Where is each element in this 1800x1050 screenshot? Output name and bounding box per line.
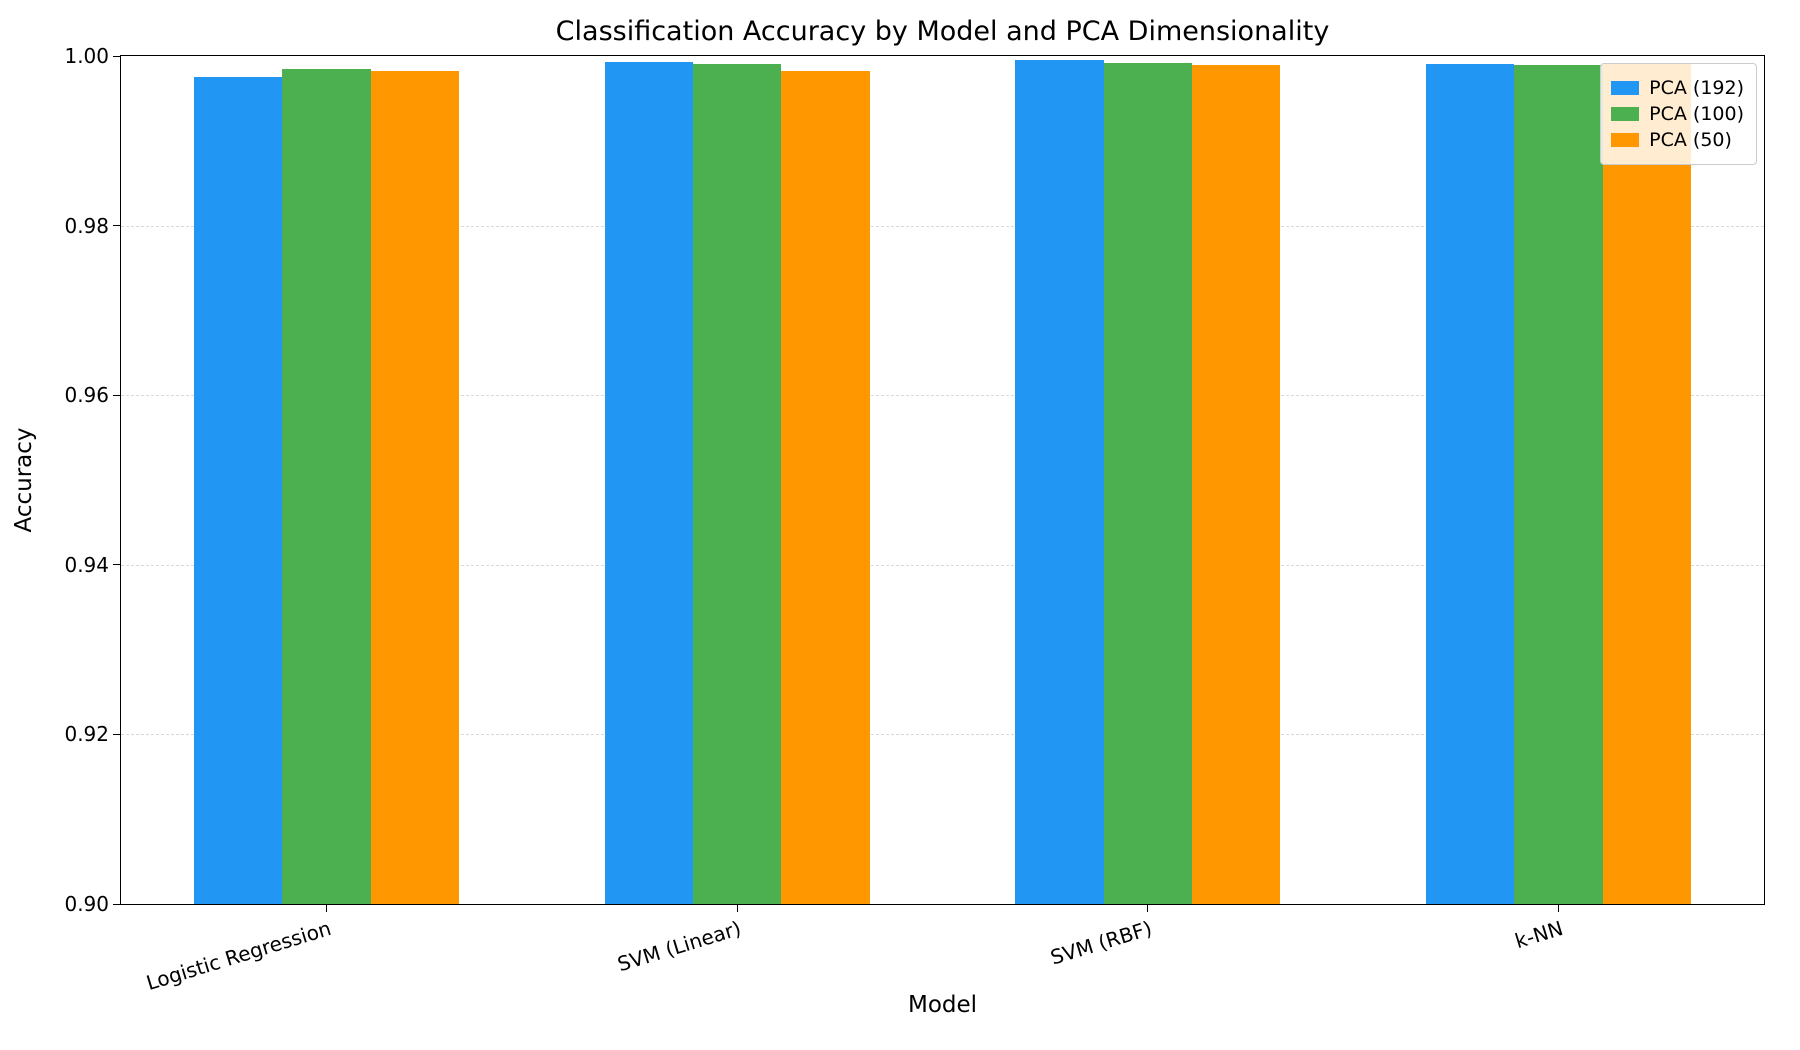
bar	[1602, 64, 1692, 904]
y-tick-label: 0.94	[64, 552, 109, 577]
bar	[604, 61, 693, 904]
legend-swatch	[1611, 81, 1640, 95]
y-tick-mark	[113, 564, 121, 566]
legend-label: PCA (50)	[1649, 129, 1732, 151]
gridline	[121, 225, 1764, 227]
bar	[1103, 62, 1193, 904]
x-tick-label: SVM (RBF)	[1047, 916, 1155, 970]
x-tick-label: k-NN	[1512, 916, 1566, 954]
legend-label: PCA (100)	[1649, 103, 1744, 125]
bar	[1514, 65, 1603, 904]
legend: PCA (192) PCA (100) PCA (50)	[1600, 63, 1757, 165]
x-tick-mark	[736, 904, 738, 912]
y-tick-mark	[113, 225, 121, 227]
x-tick-label: SVM (Linear)	[614, 916, 745, 977]
legend-swatch	[1611, 107, 1640, 121]
bar	[781, 71, 870, 904]
plot-area: 0.90 0.92 0.94 0.96 0.98 1.00 Logistic Regress…	[64, 44, 1765, 995]
y-tick-label: 0.92	[64, 722, 109, 747]
x-axis-label: Model	[907, 992, 978, 1018]
bar	[1192, 65, 1281, 904]
y-tick-label: 0.96	[64, 383, 109, 408]
y-tick-label: 1.00	[64, 44, 109, 68]
gridline	[121, 734, 1764, 736]
legend-swatch	[1611, 133, 1640, 147]
y-tick-label: 0.90	[64, 892, 109, 916]
bar	[1426, 63, 1515, 904]
legend-label: PCA (192)	[1649, 77, 1744, 99]
x-tick-mark	[325, 904, 327, 912]
bar	[692, 63, 782, 904]
y-tick-mark	[113, 394, 121, 396]
legend-item: PCA (50)	[1611, 129, 1744, 151]
y-axis-label: Accuracy	[11, 427, 37, 533]
y-tick-label: 0.98	[64, 213, 109, 238]
gridline	[121, 395, 1764, 397]
legend-item: PCA (100)	[1611, 103, 1744, 125]
bar	[282, 68, 371, 904]
bar	[370, 71, 459, 904]
bar	[1015, 60, 1104, 904]
y-tick-mark	[113, 733, 121, 735]
legend-item: PCA (192)	[1611, 77, 1744, 99]
x-tick-mark	[1558, 904, 1560, 912]
y-tick-mark	[113, 55, 121, 57]
x-tick-mark	[1147, 904, 1149, 912]
x-tick-label: Logistic Regression	[142, 916, 334, 996]
gridline	[121, 564, 1764, 566]
y-tick-mark	[113, 903, 121, 905]
chart-title: Classification Accuracy by Model and PCA…	[555, 16, 1330, 47]
bar	[193, 77, 283, 904]
